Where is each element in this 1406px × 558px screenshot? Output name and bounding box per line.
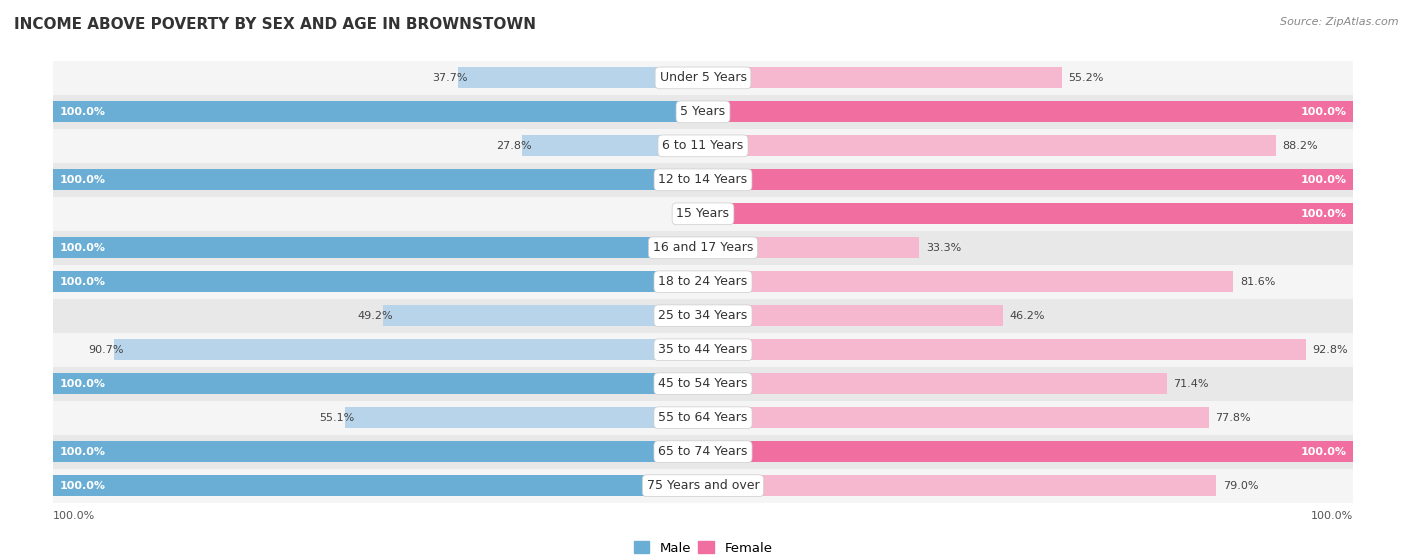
- Bar: [703, 102, 1353, 122]
- Bar: [53, 299, 1353, 333]
- Text: 79.0%: 79.0%: [1223, 480, 1258, 490]
- Text: 12 to 14 Years: 12 to 14 Years: [658, 174, 748, 186]
- Text: 5 Years: 5 Years: [681, 105, 725, 118]
- Text: 45 to 54 Years: 45 to 54 Years: [658, 377, 748, 390]
- Text: 65 to 74 Years: 65 to 74 Years: [658, 445, 748, 458]
- Text: 100.0%: 100.0%: [59, 447, 105, 456]
- Text: 77.8%: 77.8%: [1215, 413, 1251, 423]
- Bar: [53, 231, 1353, 265]
- Bar: [703, 441, 1353, 462]
- Bar: [53, 129, 1353, 163]
- Text: 33.3%: 33.3%: [927, 243, 962, 253]
- Text: 75 Years and over: 75 Years and over: [647, 479, 759, 492]
- Text: 100.0%: 100.0%: [53, 511, 96, 521]
- Text: 18 to 24 Years: 18 to 24 Years: [658, 275, 748, 288]
- Bar: [53, 333, 1353, 367]
- Bar: [703, 237, 920, 258]
- Text: 100.0%: 100.0%: [1301, 107, 1347, 117]
- Bar: [522, 136, 703, 156]
- Text: INCOME ABOVE POVERTY BY SEX AND AGE IN BROWNSTOWN: INCOME ABOVE POVERTY BY SEX AND AGE IN B…: [14, 17, 536, 32]
- Bar: [53, 401, 1353, 435]
- Text: Source: ZipAtlas.com: Source: ZipAtlas.com: [1281, 17, 1399, 27]
- Bar: [53, 197, 1353, 231]
- Bar: [53, 265, 1353, 299]
- Bar: [53, 271, 703, 292]
- Text: 100.0%: 100.0%: [59, 243, 105, 253]
- Text: 100.0%: 100.0%: [59, 480, 105, 490]
- Text: 71.4%: 71.4%: [1174, 379, 1209, 389]
- Bar: [53, 367, 1353, 401]
- Bar: [703, 68, 1062, 88]
- Text: 90.7%: 90.7%: [87, 345, 124, 355]
- Bar: [53, 441, 703, 462]
- Text: 100.0%: 100.0%: [1301, 447, 1347, 456]
- Text: 49.2%: 49.2%: [357, 311, 392, 321]
- Bar: [703, 203, 1353, 224]
- Text: 100.0%: 100.0%: [1301, 209, 1347, 219]
- Text: 35 to 44 Years: 35 to 44 Years: [658, 343, 748, 356]
- Text: 16 and 17 Years: 16 and 17 Years: [652, 241, 754, 254]
- Bar: [703, 271, 1233, 292]
- Bar: [703, 136, 1277, 156]
- Text: 0.0%: 0.0%: [672, 209, 700, 219]
- Bar: [53, 469, 1353, 503]
- Text: 27.8%: 27.8%: [496, 141, 531, 151]
- Text: 100.0%: 100.0%: [59, 277, 105, 287]
- Text: 100.0%: 100.0%: [59, 175, 105, 185]
- Bar: [53, 163, 1353, 197]
- Bar: [703, 169, 1353, 190]
- Bar: [53, 61, 1353, 95]
- Bar: [53, 475, 703, 496]
- Bar: [344, 407, 703, 428]
- Legend: Male, Female: Male, Female: [628, 536, 778, 558]
- Text: 15 Years: 15 Years: [676, 208, 730, 220]
- Text: 25 to 34 Years: 25 to 34 Years: [658, 309, 748, 323]
- Text: 55.1%: 55.1%: [319, 413, 354, 423]
- Text: 55 to 64 Years: 55 to 64 Years: [658, 411, 748, 424]
- Text: 37.7%: 37.7%: [432, 73, 468, 83]
- Bar: [703, 373, 1167, 395]
- Text: 100.0%: 100.0%: [59, 379, 105, 389]
- Bar: [53, 95, 1353, 129]
- Text: 100.0%: 100.0%: [59, 107, 105, 117]
- Text: 6 to 11 Years: 6 to 11 Years: [662, 140, 744, 152]
- Bar: [114, 339, 703, 360]
- Bar: [53, 102, 703, 122]
- Text: 92.8%: 92.8%: [1313, 345, 1348, 355]
- Bar: [703, 475, 1216, 496]
- Text: Under 5 Years: Under 5 Years: [659, 71, 747, 84]
- Text: 81.6%: 81.6%: [1240, 277, 1275, 287]
- Text: 100.0%: 100.0%: [1301, 175, 1347, 185]
- Bar: [53, 169, 703, 190]
- Bar: [53, 237, 703, 258]
- Text: 100.0%: 100.0%: [1310, 511, 1353, 521]
- Text: 46.2%: 46.2%: [1010, 311, 1045, 321]
- Bar: [703, 339, 1306, 360]
- Text: 55.2%: 55.2%: [1069, 73, 1104, 83]
- Bar: [703, 305, 1004, 326]
- Bar: [458, 68, 703, 88]
- Text: 88.2%: 88.2%: [1282, 141, 1319, 151]
- Bar: [703, 407, 1209, 428]
- Bar: [384, 305, 703, 326]
- Bar: [53, 373, 703, 395]
- Bar: [53, 435, 1353, 469]
